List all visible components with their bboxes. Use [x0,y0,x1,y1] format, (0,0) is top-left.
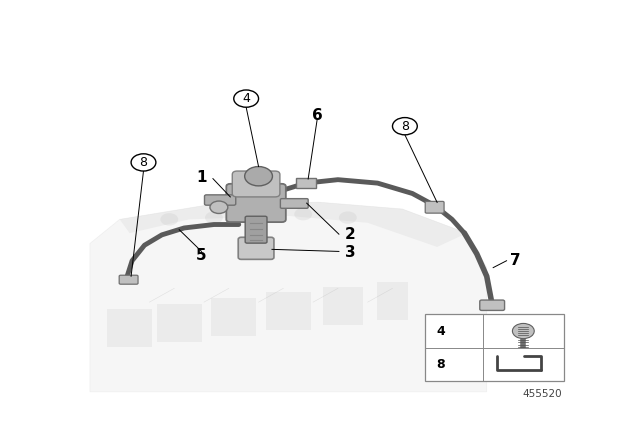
Polygon shape [120,202,467,247]
FancyBboxPatch shape [296,178,316,188]
Polygon shape [108,309,152,347]
FancyBboxPatch shape [425,202,444,213]
Circle shape [339,211,356,224]
Circle shape [205,211,223,224]
Polygon shape [323,287,363,325]
Circle shape [392,117,417,135]
Text: 8: 8 [436,358,445,371]
Circle shape [294,208,312,220]
Text: 3: 3 [345,245,356,259]
Circle shape [234,90,259,107]
Text: 8: 8 [140,156,147,169]
FancyBboxPatch shape [232,171,280,197]
Text: 4: 4 [242,92,250,105]
FancyBboxPatch shape [119,275,138,284]
Circle shape [250,210,268,222]
Text: 1: 1 [196,170,207,185]
Text: 455520: 455520 [522,389,562,399]
FancyBboxPatch shape [238,237,274,259]
Text: 8: 8 [401,120,409,133]
Text: 4: 4 [436,324,445,337]
FancyBboxPatch shape [245,216,267,243]
FancyBboxPatch shape [480,300,504,310]
Polygon shape [266,293,310,331]
Polygon shape [377,282,408,319]
FancyBboxPatch shape [425,314,564,382]
FancyBboxPatch shape [280,198,308,208]
Circle shape [244,167,273,186]
Text: 6: 6 [312,108,323,123]
Circle shape [161,213,178,225]
Polygon shape [157,304,202,342]
Text: 7: 7 [510,253,521,268]
Circle shape [513,323,534,339]
Polygon shape [211,298,256,336]
Text: 5: 5 [196,248,207,263]
Text: 2: 2 [345,228,356,242]
FancyBboxPatch shape [227,184,286,222]
Polygon shape [90,202,486,392]
Circle shape [131,154,156,171]
FancyBboxPatch shape [205,195,236,205]
Circle shape [210,201,228,214]
